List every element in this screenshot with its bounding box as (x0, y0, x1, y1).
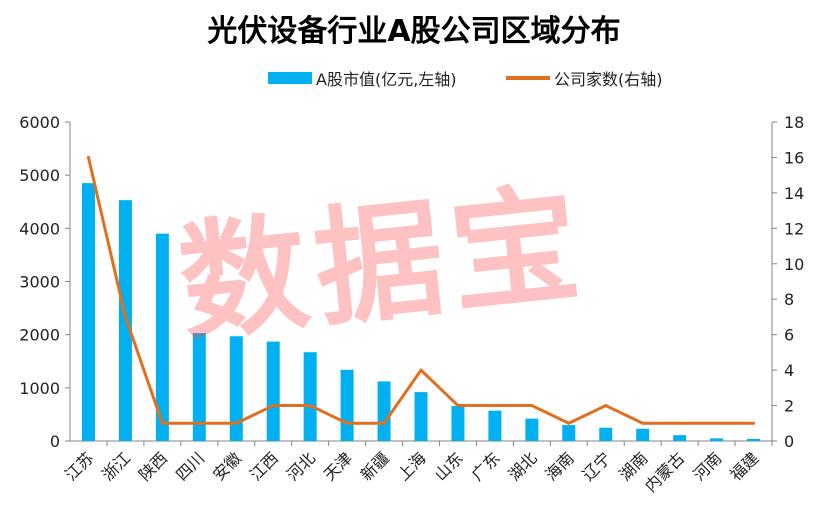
line-point (123, 315, 127, 319)
left-tick-label: 5000 (19, 166, 60, 185)
x-tick-label: 河北 (283, 448, 319, 484)
right-tick-label: 2 (784, 397, 794, 416)
bar (266, 341, 280, 441)
bar (340, 369, 354, 441)
bar (636, 428, 650, 441)
right-tick-label: 18 (784, 113, 804, 132)
x-tick-label: 内蒙古 (641, 448, 688, 495)
x-tick-label: 江苏 (61, 448, 97, 484)
bar (525, 418, 539, 441)
line-point (678, 421, 682, 425)
bar (488, 410, 502, 441)
left-tick-label: 1000 (19, 379, 60, 398)
bar (377, 381, 391, 441)
bar (192, 333, 206, 441)
left-tick-label: 4000 (19, 219, 60, 238)
line-point (530, 404, 534, 408)
x-tick-label: 安徽 (209, 448, 245, 484)
x-tick-label: 上海 (394, 448, 430, 484)
x-tick-label: 海南 (542, 448, 578, 484)
line-point (160, 421, 164, 425)
right-tick-label: 12 (784, 219, 804, 238)
left-tick-label: 3000 (19, 273, 60, 292)
legend-line-swatch (506, 76, 550, 80)
x-tick-label: 天津 (320, 448, 356, 484)
x-tick-label: 新疆 (357, 448, 393, 484)
line-point (493, 404, 497, 408)
bar (599, 427, 613, 441)
x-tick-label: 陕西 (135, 448, 171, 484)
legend-item-company-count: 公司家数(右轴) (506, 66, 663, 90)
x-tick-label: 浙江 (98, 448, 134, 484)
line-point (197, 421, 201, 425)
x-tick-label: 辽宁 (578, 448, 614, 484)
bar (229, 336, 243, 441)
line-point (419, 368, 423, 372)
legend-label-market-cap: A股市值(亿元,左轴) (316, 70, 457, 89)
line-point (567, 421, 571, 425)
right-tick-label: 16 (784, 148, 804, 167)
line-point (382, 421, 386, 425)
right-tick-label: 14 (784, 184, 804, 203)
left-tick-label: 0 (50, 432, 60, 451)
bar (673, 435, 687, 441)
line-point (271, 404, 275, 408)
legend-bar-swatch (268, 72, 312, 84)
line-point (641, 421, 645, 425)
x-tick-label: 四川 (172, 448, 208, 484)
bar (414, 392, 428, 441)
line-point (456, 404, 460, 408)
line-point (234, 421, 238, 425)
bar (710, 438, 724, 441)
right-tick-label: 6 (784, 326, 794, 345)
bar (155, 233, 169, 441)
left-tick-label: 6000 (19, 113, 60, 132)
right-tick-label: 10 (784, 255, 804, 274)
x-tick-label: 河南 (689, 448, 725, 484)
x-tick-label: 江西 (246, 448, 282, 484)
bar (81, 183, 95, 441)
right-tick-label: 0 (784, 432, 794, 451)
legend-item-market-cap: A股市值(亿元,左轴) (268, 66, 457, 90)
line-point (345, 421, 349, 425)
legend-label-company-count: 公司家数(右轴) (554, 70, 663, 89)
company-count-line (86, 155, 756, 425)
bar (451, 405, 465, 441)
legend: A股市值(亿元,左轴) 公司家数(右轴) (0, 66, 828, 94)
chart-title: 光伏设备行业A股公司区域分布 (207, 14, 621, 49)
line-point (752, 421, 756, 425)
x-tick-label: 湖北 (505, 448, 541, 484)
line-point (604, 404, 608, 408)
right-tick-label: 4 (784, 361, 794, 380)
right-tick-label: 8 (784, 290, 794, 309)
x-tick-label: 福建 (726, 448, 762, 484)
x-tick-label: 山东 (431, 448, 467, 484)
bar (303, 352, 317, 441)
line-point (715, 421, 719, 425)
left-tick-label: 2000 (19, 326, 60, 345)
line-point (86, 155, 90, 159)
bar (562, 425, 576, 441)
bar (747, 438, 761, 441)
line-point (308, 404, 312, 408)
x-tick-label: 广东 (468, 448, 504, 484)
